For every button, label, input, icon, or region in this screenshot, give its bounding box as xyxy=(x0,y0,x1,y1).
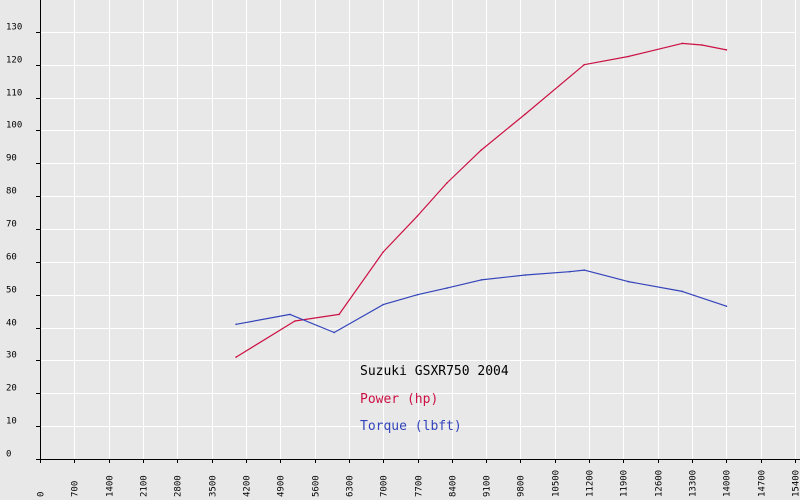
torque-point xyxy=(382,303,385,306)
power-point xyxy=(446,182,448,184)
power-point xyxy=(524,113,527,115)
torque-point xyxy=(289,313,291,316)
x-tick-label: 12600 xyxy=(655,470,665,497)
x-tick-label: 13300 xyxy=(689,470,699,497)
torque-point xyxy=(480,279,483,281)
x-tick-label: 10500 xyxy=(552,470,562,497)
legend-power: Power (hp) xyxy=(360,392,438,407)
series-lines xyxy=(235,42,728,358)
y-tick-label: 110 xyxy=(6,89,22,99)
x-tick-label: 9800 xyxy=(517,475,527,497)
grid xyxy=(40,0,796,460)
y-tick-label: 40 xyxy=(6,319,17,329)
x-tick-label: 14700 xyxy=(758,470,768,497)
power-point xyxy=(627,55,630,58)
power-point xyxy=(480,149,483,151)
x-tick-label: 3500 xyxy=(209,475,219,497)
y-tick-label: 80 xyxy=(6,187,17,197)
x-tick-label: 11200 xyxy=(586,470,596,497)
x-tick-label: 700 xyxy=(71,481,81,497)
x-tick-label: 4900 xyxy=(277,475,287,497)
torque-point xyxy=(583,269,585,271)
torque-point xyxy=(627,280,630,283)
torque-point xyxy=(416,293,419,296)
x-tick-label: 1400 xyxy=(106,475,116,497)
y-tick-label: 130 xyxy=(6,23,22,33)
power-point xyxy=(725,49,728,51)
torque-point xyxy=(568,270,571,273)
y-tick-label: 120 xyxy=(6,56,22,66)
power-point xyxy=(416,215,419,217)
legend-torque: Torque (lbft) xyxy=(360,419,462,434)
torque-point xyxy=(524,274,527,276)
torque-point xyxy=(725,305,728,308)
power-point xyxy=(382,251,385,253)
x-tick-label: 0 xyxy=(37,492,47,497)
torque-point xyxy=(333,331,336,334)
power-point xyxy=(681,42,683,45)
power-point xyxy=(583,63,585,66)
power-point xyxy=(294,320,296,322)
x-tick-label: 7700 xyxy=(415,475,425,497)
axes: 0 700 1400 2100 2800 3500 4200 4900 5600 6300 7000… xyxy=(6,0,800,497)
power-point xyxy=(701,44,703,46)
x-tick-label: 15400 xyxy=(792,470,800,497)
y-tick-label: 50 xyxy=(6,286,17,296)
y-tick-label: 70 xyxy=(6,220,17,230)
x-tick-label: 7000 xyxy=(380,475,390,497)
x-tick-label: 2100 xyxy=(140,475,150,497)
x-tick-label: 8400 xyxy=(449,475,459,497)
x-tick-label: 14000 xyxy=(723,470,733,497)
y-tick-label: 0 xyxy=(6,450,11,460)
power-point xyxy=(235,356,237,358)
x-tick-label: 5600 xyxy=(312,475,322,497)
torque-point xyxy=(235,323,237,326)
y-tick-label: 10 xyxy=(6,417,17,427)
chart-title: Suzuki GSXR750 2004 xyxy=(360,364,509,379)
x-tick-label: 4200 xyxy=(243,475,253,497)
y-tick-label: 20 xyxy=(6,384,17,394)
torque-point xyxy=(681,290,683,293)
x-tick-label: 2800 xyxy=(174,475,184,497)
x-tick-label: 6300 xyxy=(346,475,356,497)
y-tick-label: 60 xyxy=(6,253,17,263)
x-tick-label: 11900 xyxy=(620,470,630,497)
y-tick-label: 100 xyxy=(6,121,22,131)
legend: Suzuki GSXR750 2004 Power (hp) Torque (l… xyxy=(360,364,509,434)
x-tick-label: 9100 xyxy=(483,475,493,497)
torque-point xyxy=(446,287,448,289)
power-point xyxy=(338,313,340,316)
y-tick-label: 90 xyxy=(6,154,17,164)
y-tick-label: 30 xyxy=(6,351,17,361)
